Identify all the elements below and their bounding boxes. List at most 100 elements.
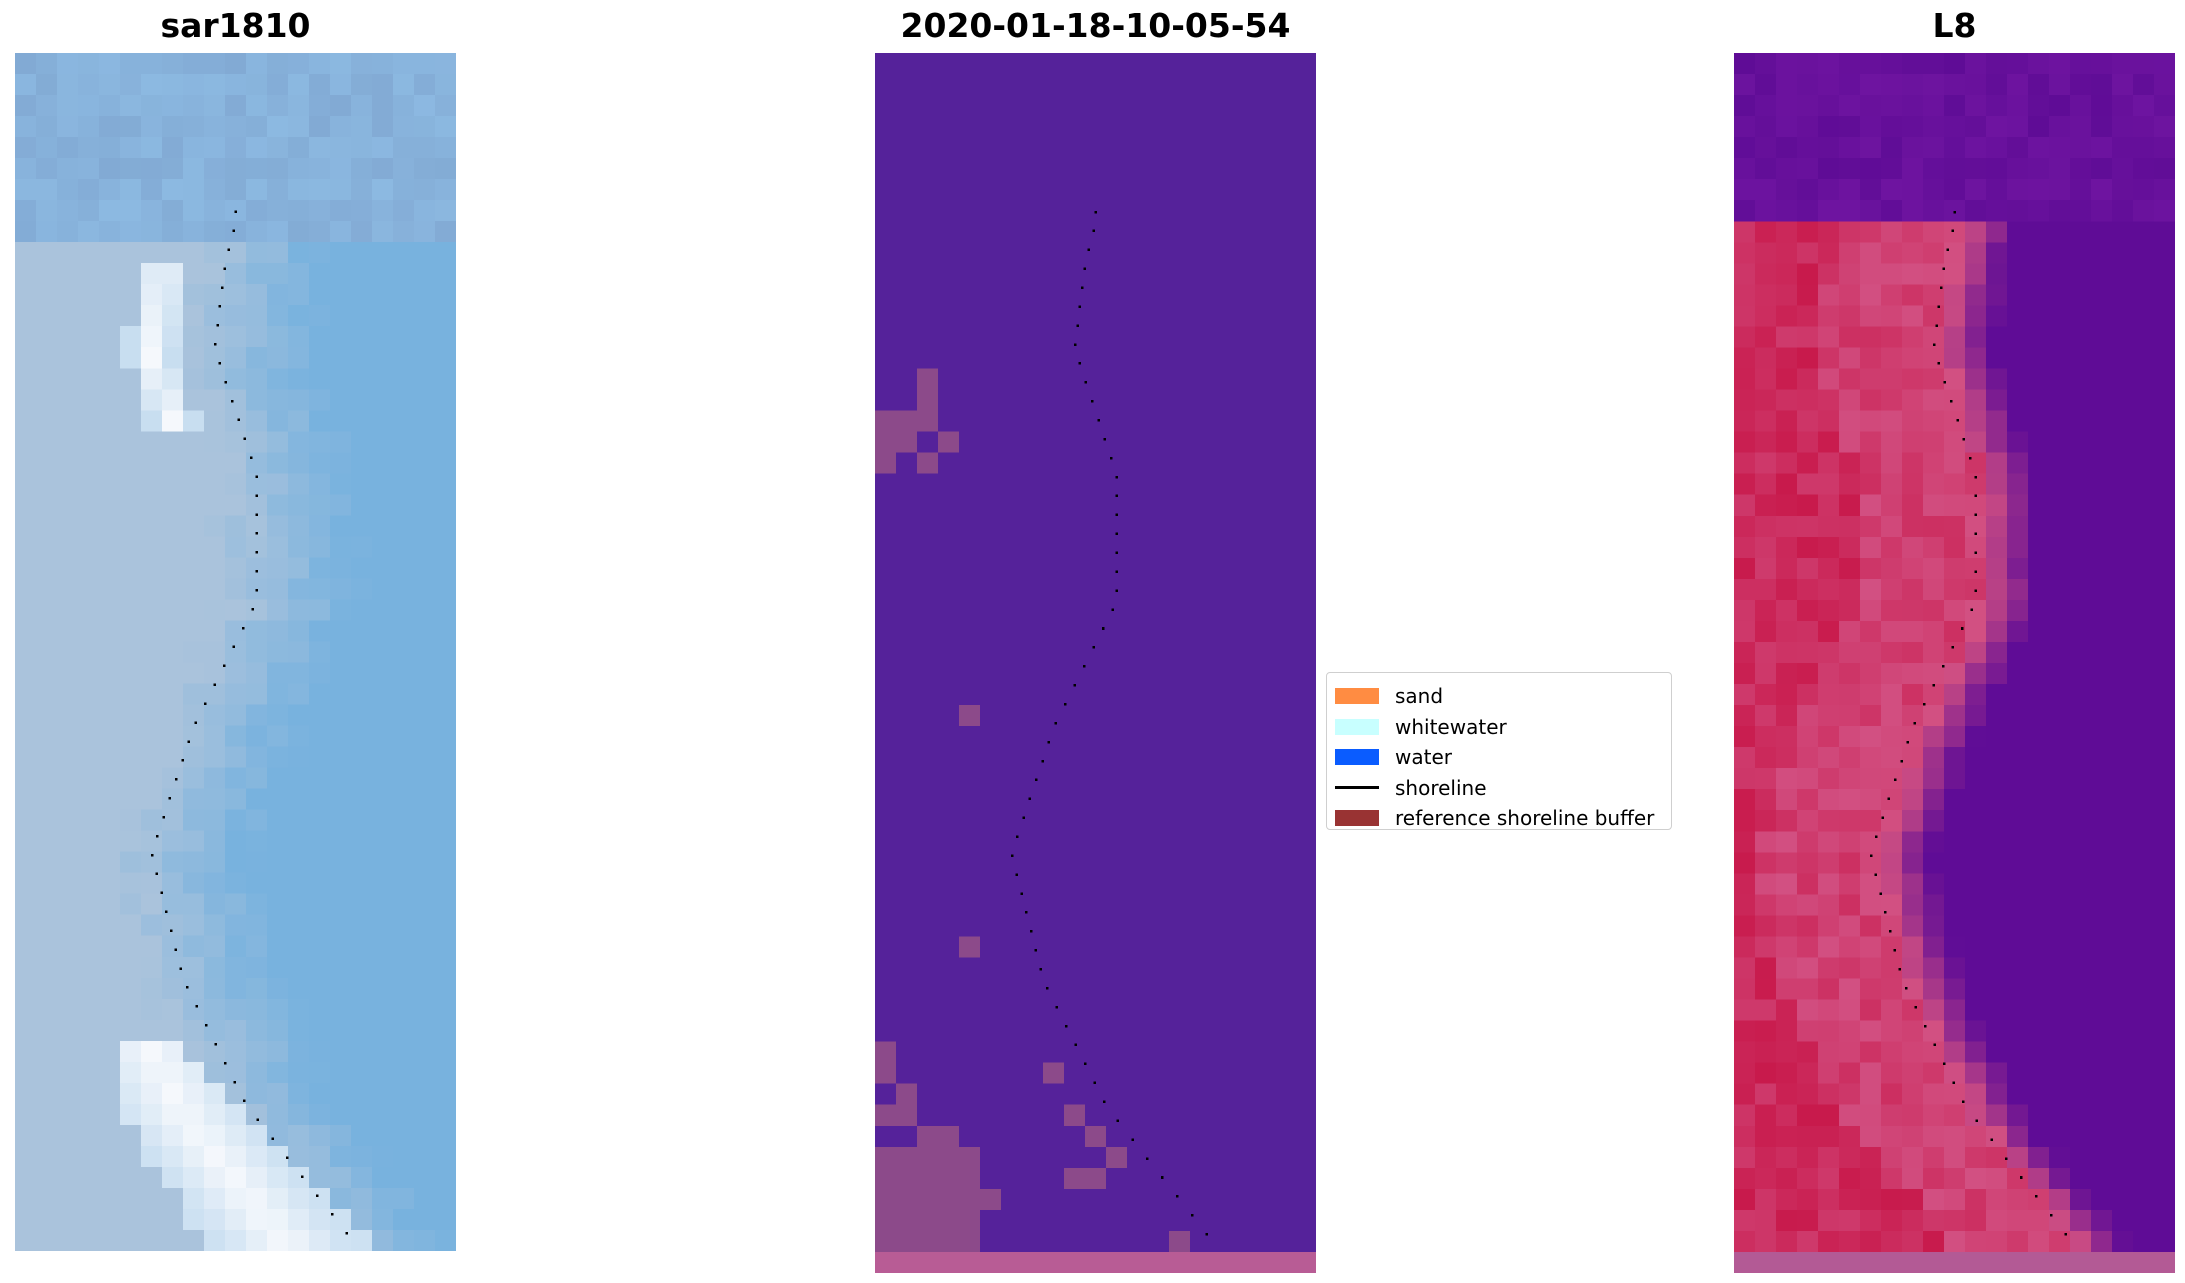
legend-label: shoreline	[1395, 775, 1487, 800]
shoreline-point	[1065, 1024, 1068, 1028]
shoreline-point	[1951, 646, 1954, 649]
classified-patch	[917, 1230, 938, 1252]
classified-patch	[917, 1125, 938, 1147]
shoreline-point	[1974, 570, 1977, 573]
classified-patch	[917, 389, 938, 411]
shoreline-point	[2034, 1195, 2038, 1198]
shoreline-point	[1097, 419, 1100, 422]
shoreline-point	[1961, 1100, 1965, 1104]
classified-patch	[959, 1146, 980, 1168]
shoreline-point	[255, 475, 258, 478]
classified-patch	[938, 1230, 959, 1252]
shoreline-point	[1951, 229, 1954, 233]
legend-swatch-sand	[1335, 688, 1379, 705]
classified-patch	[917, 368, 938, 390]
shoreline-point	[1974, 494, 1977, 498]
shoreline-point	[1111, 608, 1114, 611]
shoreline-point	[1190, 1214, 1194, 1217]
shoreline-point	[255, 551, 258, 554]
classified-patch	[1085, 1167, 1106, 1189]
classified-patch	[917, 1209, 938, 1231]
classified-patch	[875, 1062, 896, 1084]
shoreline-point	[234, 210, 237, 214]
shoreline-point	[1941, 665, 1945, 668]
shoreline-point	[174, 948, 178, 951]
classified-patch	[875, 1188, 896, 1210]
shoreline-point	[1022, 816, 1025, 820]
shoreline-point	[1937, 305, 1941, 308]
shoreline-point	[286, 1156, 289, 1159]
shoreline-point	[1888, 930, 1892, 933]
shoreline-point	[213, 683, 216, 687]
classified-image-panel	[875, 53, 1316, 1273]
classified-patch	[938, 1188, 959, 1210]
shoreline-point	[1893, 949, 1897, 952]
shoreline-point	[1115, 494, 1118, 498]
classified-patch	[875, 1209, 896, 1231]
shoreline-point	[1029, 930, 1033, 933]
shoreline-point	[330, 1213, 334, 1216]
shoreline-point	[1974, 551, 1977, 555]
shoreline-point	[1076, 324, 1079, 327]
classified-patch	[1169, 1230, 1190, 1252]
classified-patch	[875, 1167, 896, 1189]
shoreline-point	[2020, 1176, 2023, 1179]
shoreline-point	[1090, 400, 1094, 403]
shoreline-point	[1025, 911, 1028, 914]
shoreline-point	[1913, 721, 1917, 725]
shoreline-point	[1970, 608, 1973, 611]
legend: sand whitewater water shoreline referenc…	[1326, 672, 1672, 830]
falsecolor-image	[1734, 53, 2175, 1273]
shoreline-point	[1087, 248, 1091, 252]
shoreline-point	[174, 778, 178, 781]
shoreline-point	[1064, 702, 1067, 706]
shoreline-point	[1094, 210, 1097, 214]
shoreline-point	[271, 1137, 274, 1141]
classified-patch	[875, 1146, 896, 1168]
shoreline-point	[301, 1175, 304, 1178]
shoreline-point	[1974, 532, 1977, 536]
classified-patch	[938, 431, 959, 453]
shoreline-point	[214, 1042, 218, 1046]
shoreline-point	[1884, 911, 1887, 914]
shoreline-point	[1933, 1043, 1937, 1047]
shoreline-point	[150, 853, 154, 857]
legend-swatch-reference-buffer	[1335, 810, 1379, 827]
shoreline-point	[1937, 362, 1940, 365]
shoreline-point	[1960, 627, 1964, 630]
classified-patch	[959, 1230, 980, 1252]
shoreline-point	[1084, 381, 1088, 384]
shoreline-point	[1175, 1195, 1179, 1198]
classified-bottom-band	[875, 1251, 1316, 1273]
shoreline-point	[251, 607, 254, 611]
shoreline-point	[1074, 1043, 1078, 1047]
shoreline-point	[241, 626, 245, 630]
shoreline-point	[1115, 513, 1118, 517]
classified-patch	[896, 1230, 917, 1252]
legend-item-water: water	[1327, 742, 1671, 773]
shoreline-point	[1103, 437, 1107, 441]
rgb-image	[15, 53, 456, 1251]
panel-title-l8: L8	[1932, 6, 1977, 45]
shoreline-point	[1968, 456, 1972, 460]
panel-title-classification: 2020-01-18-10-05-54	[900, 6, 1291, 45]
shoreline-point	[1093, 1081, 1096, 1085]
shoreline-point	[255, 513, 258, 516]
shoreline-point	[1041, 759, 1044, 763]
legend-label: sand	[1395, 684, 1444, 709]
shoreline-point	[1101, 627, 1105, 630]
legend-swatch-water	[1335, 749, 1379, 766]
shoreline-point	[1932, 343, 1936, 346]
classified-patch	[896, 410, 917, 432]
shoreline-point	[1974, 513, 1977, 517]
shoreline-point	[1869, 854, 1873, 857]
shoreline-point	[1016, 835, 1019, 839]
classified-patch	[938, 1146, 959, 1168]
legend-swatch-whitewater	[1335, 718, 1379, 735]
shoreline-point	[187, 740, 191, 743]
shoreline-point	[1942, 267, 1945, 271]
shoreline-point	[1073, 684, 1076, 687]
shoreline-point	[1115, 475, 1118, 479]
shoreline-point	[1028, 797, 1032, 801]
shoreline-point	[1015, 873, 1019, 876]
